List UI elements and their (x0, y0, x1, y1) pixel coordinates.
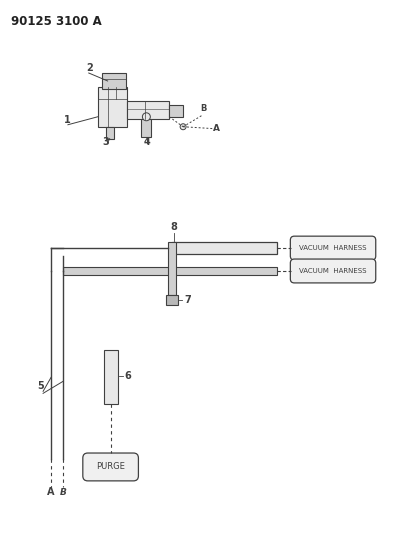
Bar (105, 127, 114, 139)
Text: A: A (213, 124, 220, 133)
Text: 7: 7 (184, 295, 191, 305)
Bar (98, 87, 128, 127)
FancyBboxPatch shape (290, 236, 376, 260)
Bar (63, 267, 277, 275)
Circle shape (180, 124, 186, 130)
Text: A: A (47, 487, 55, 497)
Circle shape (142, 113, 150, 121)
Text: VACUUM  HARNESS: VACUUM HARNESS (299, 245, 367, 251)
Bar (103, 350, 118, 404)
Text: 3: 3 (102, 136, 109, 147)
Bar (172, 242, 277, 254)
Bar (166, 295, 178, 305)
Text: B: B (200, 104, 206, 113)
Bar (168, 242, 176, 295)
Text: 6: 6 (124, 372, 131, 382)
Bar (128, 101, 169, 119)
Text: 4: 4 (144, 136, 151, 147)
Text: 8: 8 (171, 222, 178, 232)
Text: B: B (60, 488, 66, 497)
FancyBboxPatch shape (290, 259, 376, 283)
Text: 1: 1 (64, 115, 71, 125)
Bar (102, 73, 126, 89)
FancyBboxPatch shape (83, 453, 138, 481)
Text: VACUUM  HARNESS: VACUUM HARNESS (299, 268, 367, 274)
Text: PURGE: PURGE (96, 463, 125, 472)
Text: 5: 5 (37, 381, 44, 391)
Bar (141, 119, 151, 136)
Text: 90125 3100 A: 90125 3100 A (11, 15, 102, 28)
Bar (169, 105, 183, 117)
Text: 2: 2 (86, 63, 92, 73)
